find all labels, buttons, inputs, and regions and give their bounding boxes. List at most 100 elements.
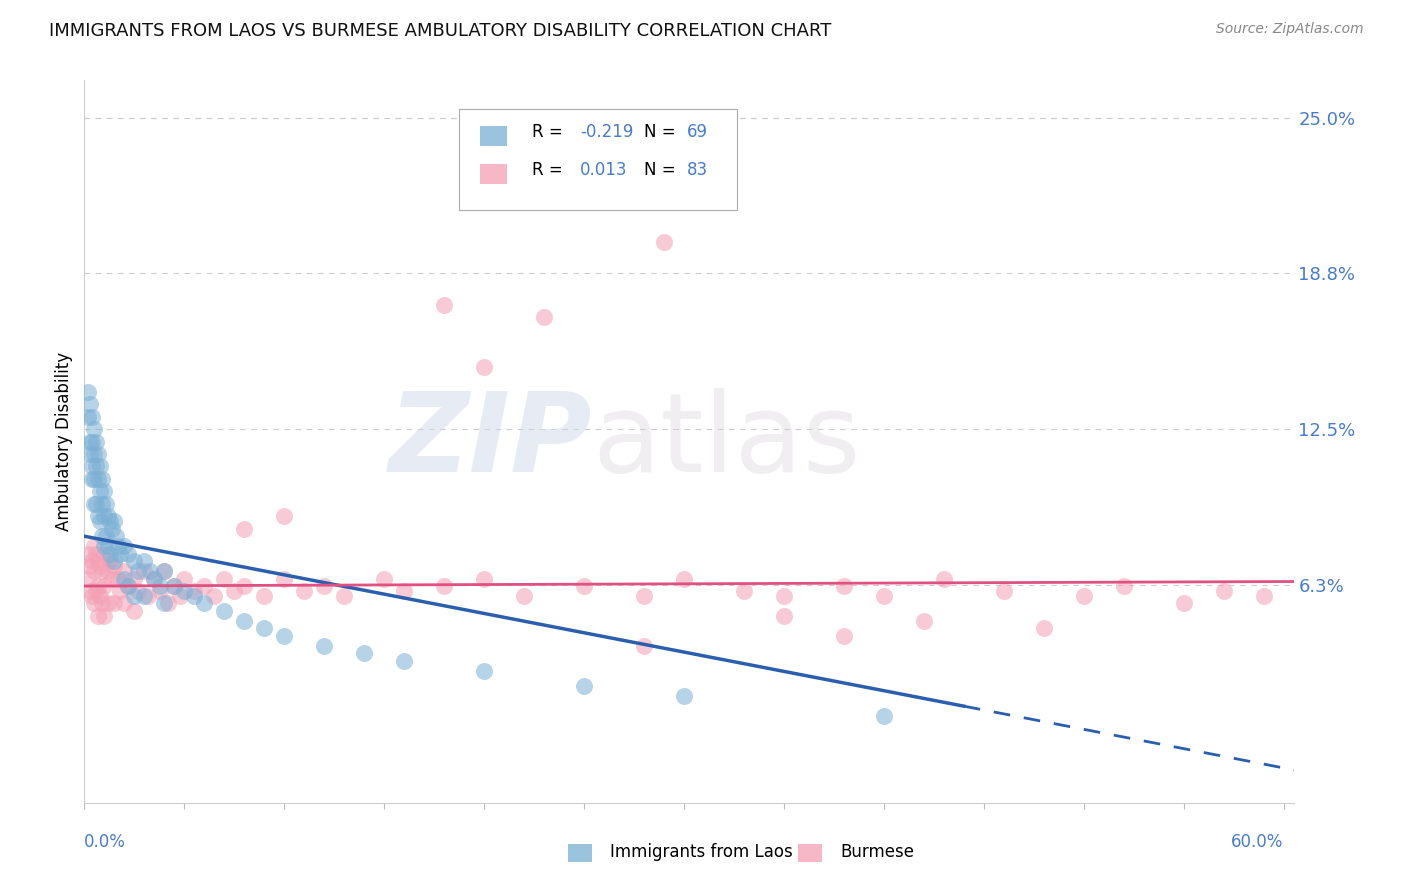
Point xyxy=(273,572,295,586)
Point xyxy=(832,579,855,593)
Point xyxy=(202,589,225,603)
Point xyxy=(96,529,118,543)
Point xyxy=(89,514,111,528)
Point xyxy=(633,639,655,653)
Point xyxy=(143,572,166,586)
Point xyxy=(97,539,120,553)
Point xyxy=(672,689,695,703)
Point xyxy=(773,609,796,624)
Point xyxy=(733,584,755,599)
Point xyxy=(153,564,176,578)
Point xyxy=(127,584,149,599)
Point xyxy=(98,547,121,561)
Point xyxy=(993,584,1015,599)
Point xyxy=(86,497,108,511)
Point xyxy=(233,614,256,628)
Point xyxy=(1212,584,1234,599)
Point xyxy=(472,572,495,586)
Point xyxy=(98,514,121,528)
Point xyxy=(214,572,236,586)
Point xyxy=(124,604,146,618)
Point xyxy=(273,629,295,643)
Point xyxy=(103,514,125,528)
Point xyxy=(134,554,156,568)
Point xyxy=(87,609,110,624)
Point xyxy=(98,554,121,568)
Point xyxy=(101,522,124,536)
Point xyxy=(91,564,114,578)
Point xyxy=(91,497,114,511)
Point xyxy=(86,459,108,474)
Point xyxy=(93,509,115,524)
Point xyxy=(873,708,896,723)
Point xyxy=(93,609,115,624)
Point xyxy=(124,572,146,586)
Point xyxy=(173,584,195,599)
Point xyxy=(333,589,356,603)
Point xyxy=(353,646,375,660)
Point xyxy=(117,547,139,561)
Point xyxy=(153,564,176,578)
Point xyxy=(183,589,205,603)
Point xyxy=(105,529,128,543)
Text: 0.013: 0.013 xyxy=(581,161,627,179)
Point xyxy=(1253,589,1275,603)
Point xyxy=(77,409,100,424)
Point xyxy=(932,572,955,586)
Point xyxy=(79,584,101,599)
Point xyxy=(91,529,114,543)
Point xyxy=(83,497,105,511)
Text: N =: N = xyxy=(644,161,681,179)
Text: R =: R = xyxy=(531,161,568,179)
Point xyxy=(82,459,104,474)
Y-axis label: Ambulatory Disability: Ambulatory Disability xyxy=(55,352,73,531)
Bar xyxy=(568,845,592,863)
Point xyxy=(93,547,115,561)
Point xyxy=(93,579,115,593)
Point xyxy=(89,589,111,603)
Point xyxy=(86,584,108,599)
Point xyxy=(83,472,105,486)
Text: N =: N = xyxy=(644,122,681,141)
Point xyxy=(117,579,139,593)
Point xyxy=(392,584,415,599)
Point xyxy=(97,597,120,611)
Point xyxy=(163,579,186,593)
Point xyxy=(433,297,456,311)
Point xyxy=(513,589,536,603)
Point xyxy=(472,359,495,374)
Point xyxy=(253,621,276,635)
Text: atlas: atlas xyxy=(592,388,860,495)
Point xyxy=(96,497,118,511)
Point xyxy=(1173,597,1195,611)
Point xyxy=(87,579,110,593)
Point xyxy=(392,654,415,668)
Point xyxy=(214,604,236,618)
Point xyxy=(110,584,132,599)
Point xyxy=(233,579,256,593)
Point xyxy=(97,564,120,578)
Point xyxy=(633,589,655,603)
Bar xyxy=(479,126,506,146)
Point xyxy=(139,564,162,578)
Point xyxy=(153,597,176,611)
Point xyxy=(83,422,105,436)
Point xyxy=(183,584,205,599)
Bar xyxy=(479,164,506,185)
Point xyxy=(77,547,100,561)
Point xyxy=(134,589,156,603)
Point xyxy=(127,564,149,578)
Point xyxy=(103,554,125,568)
Point xyxy=(912,614,935,628)
Point xyxy=(93,484,115,499)
Point xyxy=(93,539,115,553)
Point xyxy=(472,664,495,678)
Bar xyxy=(797,845,823,863)
Point xyxy=(79,434,101,449)
Point xyxy=(87,472,110,486)
Point xyxy=(103,597,125,611)
Point xyxy=(314,579,336,593)
Point xyxy=(91,472,114,486)
Point xyxy=(112,539,135,553)
Text: 69: 69 xyxy=(686,122,707,141)
